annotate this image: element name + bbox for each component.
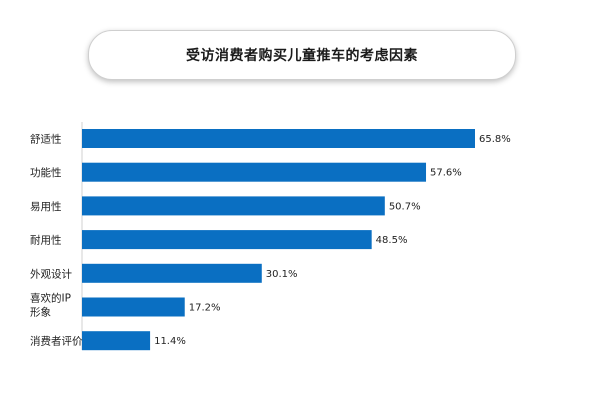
value-label-2: 50.7% [389,201,421,212]
bar-1 [82,162,427,182]
category-label-4: 外观设计 [30,267,72,280]
value-label-3: 48.5% [376,235,408,246]
chart-title-box: 受访消费者购买儿童推车的考虑因素 [88,30,516,80]
chart-title: 受访消费者购买儿童推车的考虑因素 [186,48,418,64]
bars-group: 65.8% 舒适性 57.6% 功能性 50.7% 易用性 48.5% 耐用性 30.1% 外观设… [30,129,511,351]
bar-6 [82,331,151,351]
category-label-2: 易用性 [30,200,62,213]
value-label-4: 30.1% [266,269,298,280]
value-label-6: 11.4% [154,336,186,347]
bar-2 [82,196,385,216]
category-label-3: 耐用性 [30,234,62,247]
value-label-0: 65.8% [479,134,511,145]
category-label-6: 消费者评价 [30,335,83,348]
bar-5 [82,297,185,317]
bar-4 [82,263,262,283]
bar-0 [82,129,475,148]
bar-3 [82,230,372,250]
category-label-5: 喜欢的IP 形象 [30,292,71,319]
category-label-1: 功能性 [30,166,62,179]
value-label-1: 57.6% [430,168,462,179]
category-label-0: 舒适性 [30,133,62,146]
value-label-5: 17.2% [189,303,221,314]
